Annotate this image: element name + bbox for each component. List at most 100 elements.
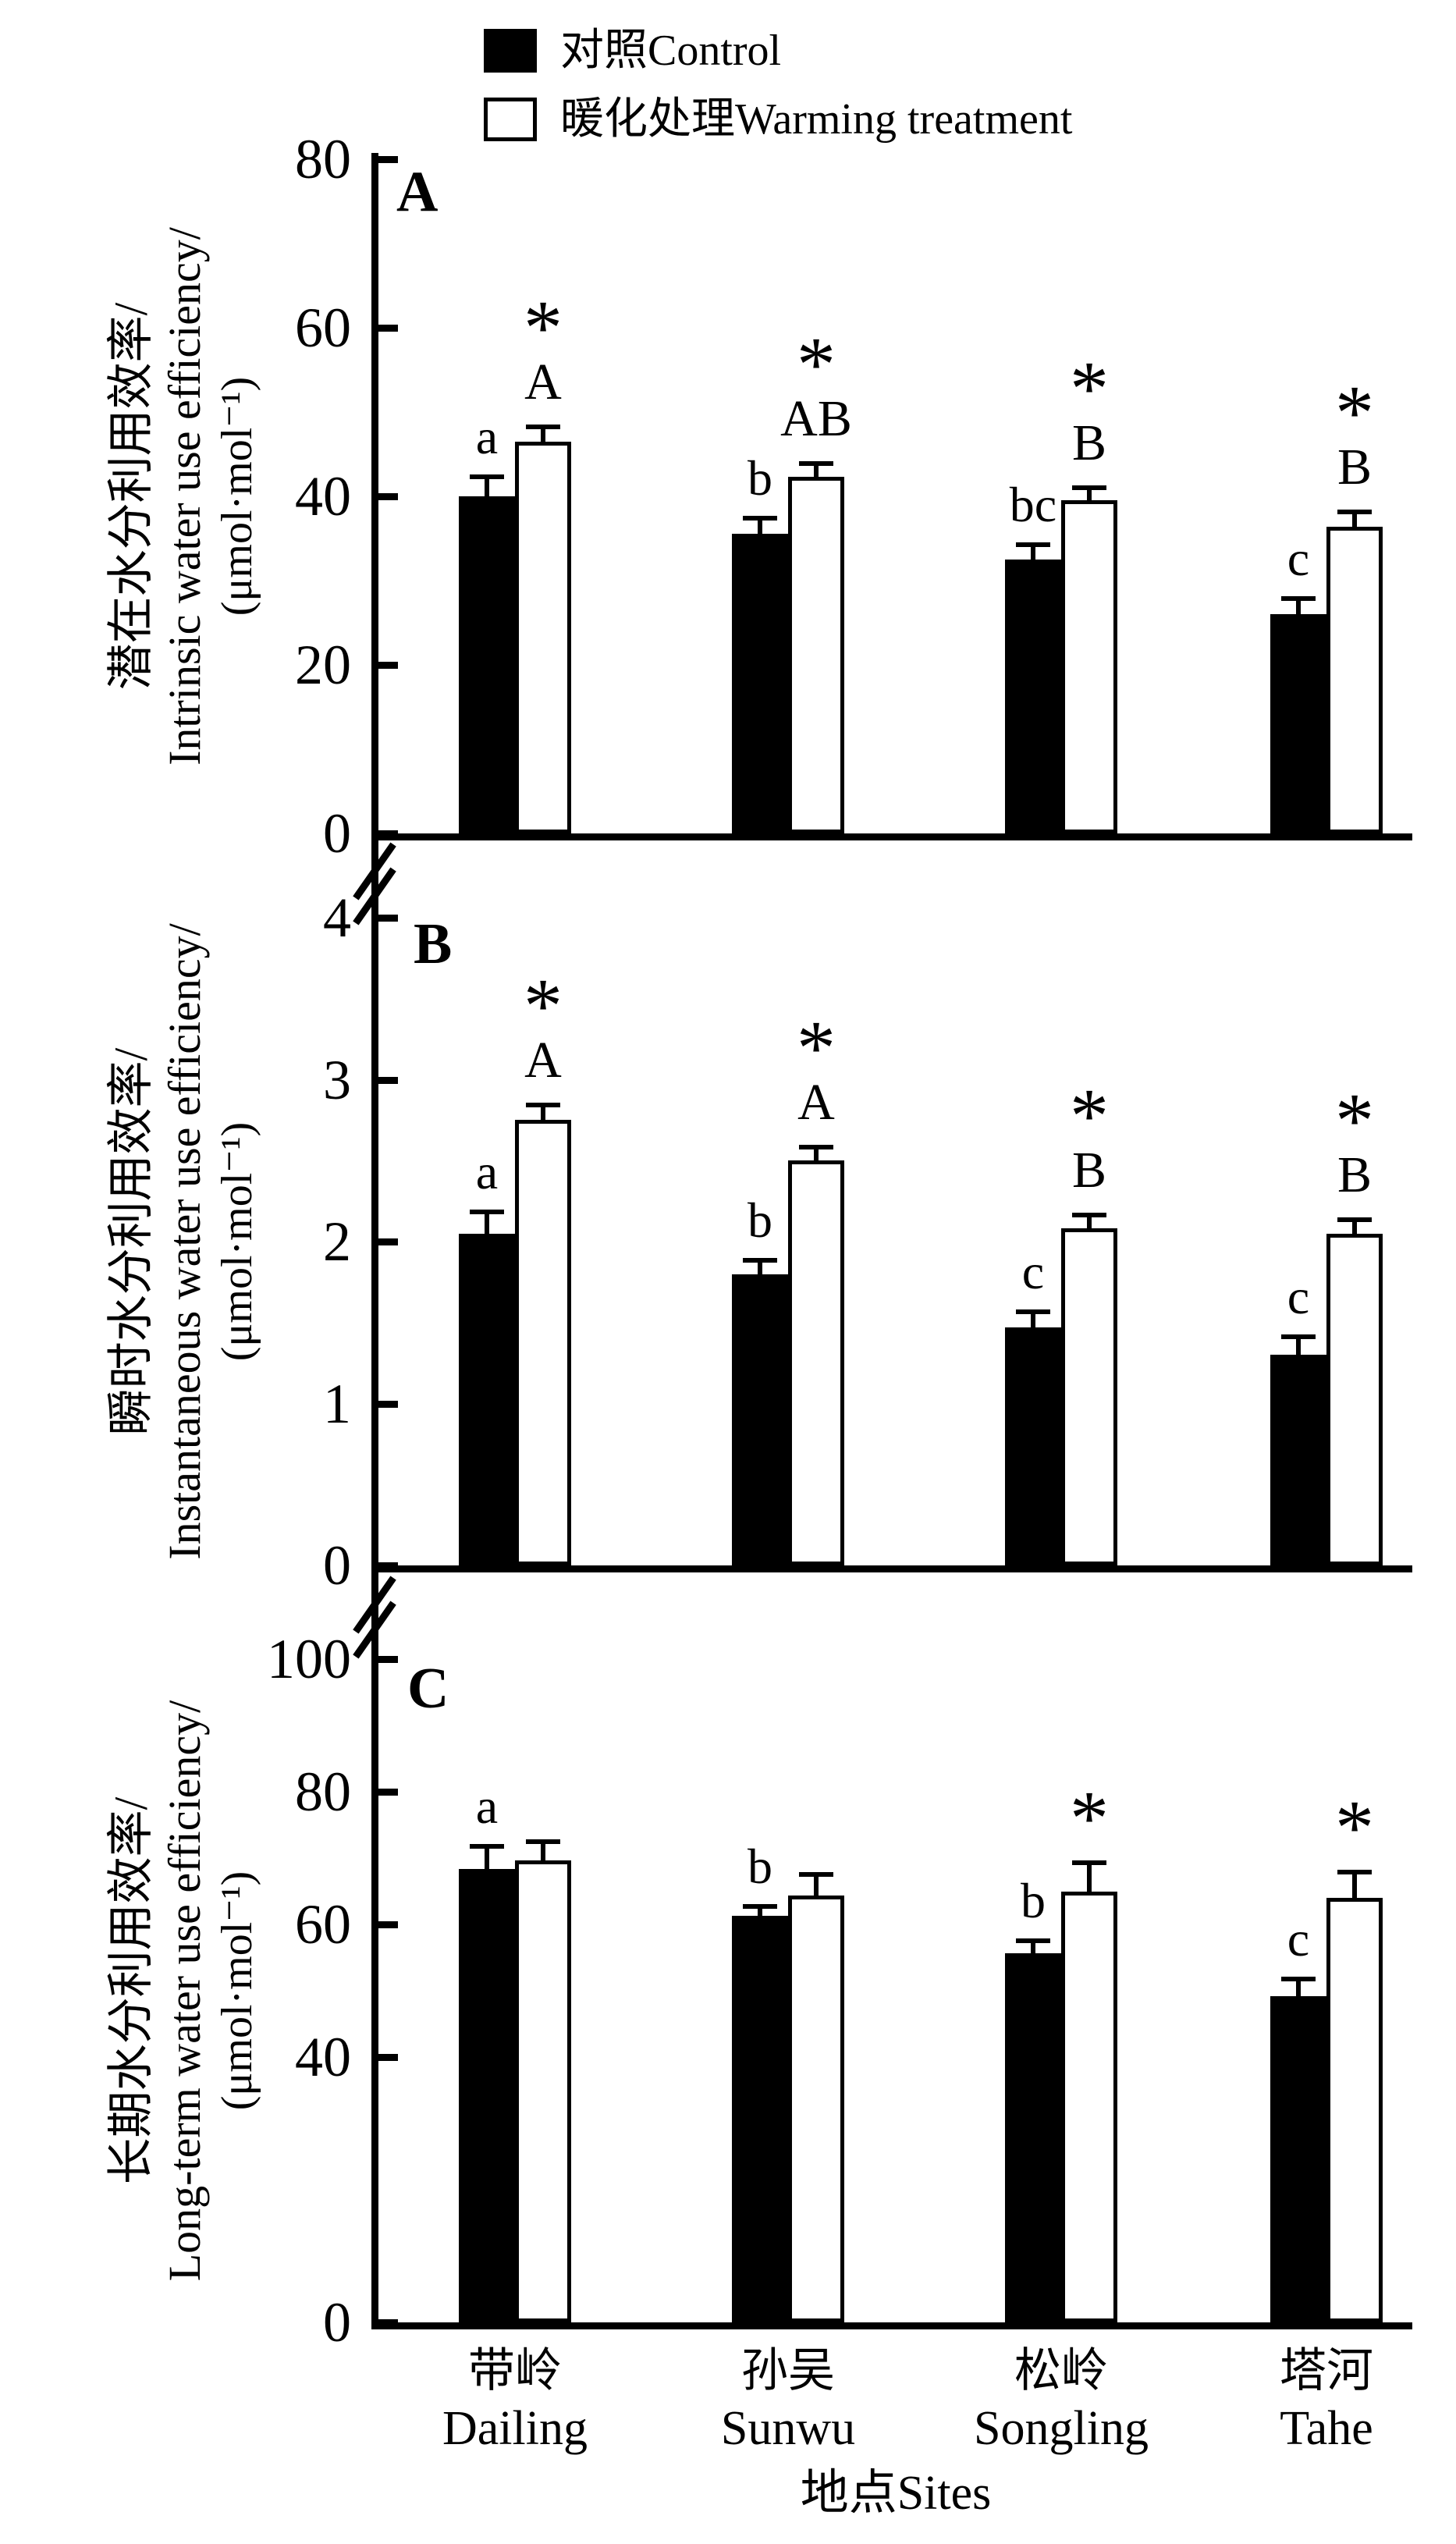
bar-control-A-0	[459, 496, 515, 833]
y-title-unit: (μmol·mol⁻¹)	[213, 1871, 261, 2111]
x-label-en: Tahe	[1280, 2402, 1373, 2455]
bar-warming-C-1	[788, 1895, 844, 2322]
significance-asterisk: *	[524, 283, 563, 371]
bar-control-B-2	[1005, 1327, 1061, 1565]
panel-label-c: C	[407, 1657, 449, 1721]
error-bar-stem	[541, 1107, 545, 1124]
error-bar-cap	[1016, 1309, 1050, 1315]
significance-letter: a	[475, 1778, 499, 1835]
error-bar-stem	[814, 466, 819, 481]
y-tick-mark	[378, 1562, 398, 1569]
y-tick-label: 60	[295, 297, 351, 359]
error-bar-cap	[526, 424, 560, 429]
y-tick-mark	[378, 493, 398, 500]
bar-control-C-3	[1270, 1995, 1326, 2322]
y-title-zh: 瞬时水分利用效率/	[105, 1047, 157, 1436]
y-tick-label: 40	[295, 2026, 351, 2088]
bar-control-C-1	[732, 1915, 788, 2322]
significance-letter: b	[748, 1839, 772, 1895]
legend: 对照Control 暖化处理Warming treatment	[484, 27, 1072, 164]
y-tick-label: 2	[323, 1210, 351, 1273]
x-axis-line-panel-c	[371, 2322, 1412, 2329]
y-axis-line	[371, 153, 378, 2329]
x-label-dailing: 带岭 Dailing	[375, 2343, 655, 2458]
significance-letter: a	[475, 1143, 499, 1199]
legend-label-control: 对照Control	[560, 27, 782, 75]
error-bar-stem	[541, 428, 545, 445]
bar-warming-B-1	[788, 1160, 844, 1565]
bar-control-A-3	[1270, 614, 1326, 833]
significance-letter: B	[1337, 1146, 1373, 1204]
legend-item-warming: 暖化处理Warming treatment	[484, 95, 1072, 144]
significance-letter: A	[524, 353, 562, 410]
significance-letter: B	[1337, 438, 1373, 496]
significance-letter: A	[524, 1031, 562, 1089]
significance-asterisk: *	[1335, 368, 1374, 456]
bar-control-B-0	[459, 1233, 515, 1565]
error-bar-stem	[485, 479, 489, 499]
error-bar-cap	[1072, 1860, 1106, 1865]
bar-warming-B-0	[515, 1120, 571, 1565]
y-tick-label: 4	[323, 886, 351, 949]
y-tick-mark	[378, 2319, 398, 2326]
error-bar-cap	[1281, 1334, 1316, 1339]
significance-asterisk: *	[1070, 345, 1109, 432]
y-title-en: Long-term water use efficiency/	[159, 1700, 210, 2282]
y-tick-label: 100	[267, 1628, 351, 1690]
significance-asterisk: *	[1070, 1774, 1109, 1861]
y-tick-mark	[378, 1400, 398, 1408]
error-bar-stem	[485, 1213, 489, 1237]
y-tick-label: 1	[323, 1372, 351, 1435]
y-tick-mark	[378, 1921, 398, 1928]
error-bar-cap	[470, 1209, 504, 1214]
y-tick-mark	[378, 830, 398, 837]
bar-warming-C-3	[1326, 1898, 1383, 2322]
bar-warming-A-1	[788, 477, 844, 833]
significance-letter: c	[1021, 1244, 1045, 1300]
error-bar-cap	[1016, 1938, 1050, 1943]
error-bar-cap	[1337, 509, 1372, 514]
error-bar-stem	[1031, 1314, 1035, 1331]
y-tick-label: 20	[295, 634, 351, 696]
y-tick-label: 80	[295, 128, 351, 190]
bar-control-B-1	[732, 1274, 788, 1565]
error-bar-cap	[743, 1904, 777, 1910]
error-bar-stem	[758, 1262, 762, 1277]
significance-letter: c	[1287, 1268, 1310, 1324]
y-tick-label: 60	[295, 1893, 351, 1956]
error-bar-stem	[1352, 513, 1357, 530]
y-tick-label: 40	[295, 465, 351, 528]
y-tick-label: 80	[295, 1761, 351, 1823]
error-bar-cap	[1072, 1212, 1106, 1217]
bar-control-B-3	[1270, 1355, 1326, 1565]
error-bar-cap	[1337, 1870, 1372, 1875]
significance-asterisk: *	[1335, 1784, 1374, 1871]
significance-letter: b	[1021, 1872, 1046, 1928]
x-label-en: Songling	[974, 2402, 1149, 2455]
error-bar-stem	[758, 1909, 762, 1919]
error-bar-stem	[1031, 546, 1035, 563]
bar-control-C-0	[459, 1868, 515, 2322]
legend-item-control: 对照Control	[484, 27, 1072, 75]
y-tick-mark	[378, 1656, 398, 1663]
x-label-en: Sunwu	[720, 2402, 856, 2455]
bar-warming-A-2	[1061, 500, 1117, 833]
y-title-zh: 潜在水分利用效率/	[105, 302, 157, 691]
error-bar-cap	[526, 1839, 560, 1845]
bar-warming-C-0	[515, 1860, 571, 2322]
y-tick-mark	[378, 1076, 398, 1084]
error-bar-cap	[1016, 542, 1050, 547]
x-label-tahe: 塔河 Tahe	[1186, 2343, 1456, 2458]
legend-label-warming: 暖化处理Warming treatment	[560, 95, 1073, 144]
significance-letter: a	[475, 409, 499, 465]
error-bar-stem	[1352, 1222, 1357, 1237]
error-bar-stem	[1296, 1981, 1301, 1999]
significance-asterisk: *	[797, 321, 836, 408]
error-bar-stem	[814, 1149, 819, 1164]
error-bar-cap	[1072, 485, 1106, 491]
error-bar-cap	[1281, 1977, 1316, 1982]
y-tick-mark	[378, 156, 398, 163]
error-bar-stem	[758, 521, 762, 537]
error-bar-stem	[814, 1876, 819, 1899]
